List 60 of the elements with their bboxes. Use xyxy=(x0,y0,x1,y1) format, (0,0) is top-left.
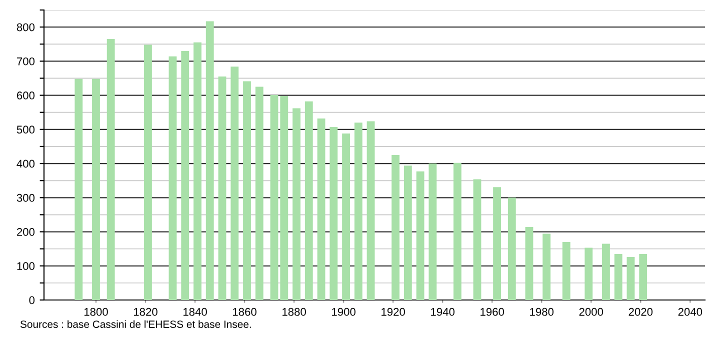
y-tick-label: 500 xyxy=(16,126,35,134)
x-tick-label: 1820 xyxy=(134,308,158,316)
bar xyxy=(508,198,516,300)
bar xyxy=(602,244,610,300)
bar xyxy=(255,86,264,300)
bar xyxy=(218,76,226,300)
bar xyxy=(168,56,177,300)
y-tick-label: 300 xyxy=(16,194,35,202)
x-tick-label: 2000 xyxy=(579,308,604,316)
bar xyxy=(493,187,502,300)
bar xyxy=(280,96,288,300)
bar xyxy=(181,50,190,300)
bar xyxy=(453,162,462,300)
bar xyxy=(144,44,152,300)
x-tick-label: 1840 xyxy=(184,308,207,316)
y-tick-label: 0 xyxy=(29,296,35,304)
x-tick-label: 2020 xyxy=(628,308,653,316)
bar xyxy=(243,81,251,300)
bar xyxy=(584,248,593,300)
bar xyxy=(542,234,551,300)
bar xyxy=(428,164,437,300)
bar xyxy=(304,101,313,300)
bar xyxy=(270,94,278,300)
y-tick-label: 700 xyxy=(17,57,35,66)
bar xyxy=(366,121,375,300)
x-tick-label: 1960 xyxy=(480,308,504,316)
bar xyxy=(292,108,300,300)
bar xyxy=(330,127,338,300)
y-tick-label: 600 xyxy=(17,92,35,100)
x-tick-label: 1860 xyxy=(233,308,256,316)
bar xyxy=(525,226,534,300)
y-tick-label: 400 xyxy=(16,160,35,168)
bar xyxy=(317,118,326,300)
bar xyxy=(74,78,83,300)
x-tick-label: 1900 xyxy=(332,308,356,316)
bar xyxy=(230,66,239,300)
x-tick-label: 1940 xyxy=(431,308,455,316)
bar xyxy=(639,254,648,300)
y-tick-label: 800 xyxy=(16,23,35,32)
bar xyxy=(614,254,622,300)
bar xyxy=(626,257,635,300)
bar xyxy=(106,39,115,300)
bar xyxy=(194,42,202,300)
bar xyxy=(342,134,350,300)
bar xyxy=(562,242,570,300)
bar xyxy=(92,78,100,300)
y-tick-label: 200 xyxy=(16,228,35,236)
bar xyxy=(473,179,482,300)
source-note: Sources : base Cassini de l'EHESS et base Insee. xyxy=(20,320,251,328)
bar xyxy=(416,171,424,300)
x-tick-label: 1880 xyxy=(282,308,306,316)
bar xyxy=(206,21,214,300)
bar xyxy=(392,155,400,300)
bar xyxy=(354,122,362,300)
x-tick-label: 1920 xyxy=(382,308,405,316)
bar xyxy=(404,166,412,300)
x-tick-label: 1800 xyxy=(84,308,108,316)
y-tick-label: 100 xyxy=(17,262,35,270)
x-tick-label: 2040 xyxy=(678,308,702,316)
x-tick-label: 1980 xyxy=(530,308,554,316)
